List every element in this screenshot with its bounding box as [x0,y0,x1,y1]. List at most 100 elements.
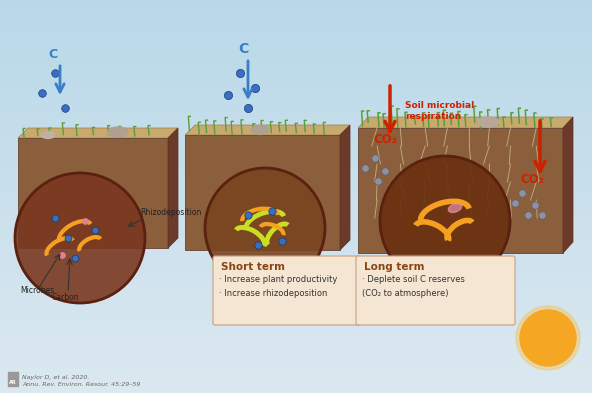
Bar [0,206,592,216]
Text: C: C [48,48,57,61]
Text: · Increase plant productivity: · Increase plant productivity [219,275,337,284]
Bar [0,275,592,285]
Bar [0,59,592,69]
Polygon shape [168,128,178,248]
Point [243,212,253,218]
Text: C: C [238,42,248,56]
Bar [0,69,592,79]
Point [267,208,276,214]
Polygon shape [185,125,350,135]
Point [374,178,383,184]
Text: Long term: Long term [364,262,424,272]
Bar [0,354,592,364]
Point [81,218,90,224]
Text: (CO₂ to atmosphere): (CO₂ to atmosphere) [362,289,449,298]
Bar [0,20,592,29]
Point [538,212,547,218]
Bar [0,138,592,147]
Polygon shape [563,117,573,253]
Circle shape [520,310,576,366]
Bar [0,29,592,39]
Bar [0,128,592,138]
Bar [0,216,592,226]
Polygon shape [185,135,340,250]
Point [277,238,287,244]
FancyBboxPatch shape [356,256,515,325]
Polygon shape [18,128,178,138]
Point [50,70,60,76]
Circle shape [205,168,325,288]
Bar [0,265,592,275]
Bar [0,295,592,305]
Point [70,255,80,261]
Bar [0,187,592,196]
Point [60,105,70,111]
Bar [0,88,592,98]
Text: · Increase rhizodeposition: · Increase rhizodeposition [219,289,327,298]
Bar [0,177,592,187]
Bar [0,0,592,10]
Point [243,105,253,111]
Bar [0,157,592,167]
Bar [0,373,592,383]
Text: CO₂: CO₂ [520,173,544,186]
Ellipse shape [448,204,462,213]
Text: Short term: Short term [221,262,285,272]
Point [517,190,527,196]
Bar [0,10,592,20]
Bar [0,324,592,334]
Bar [0,49,592,59]
Bar [0,383,592,393]
Bar [0,167,592,177]
Text: Annu. Rev. Environ. Resour. 45:29–59: Annu. Rev. Environ. Resour. 45:29–59 [22,382,140,387]
Text: Soil microbial: Soil microbial [405,101,474,110]
Point [235,70,244,76]
Circle shape [380,156,510,286]
Point [370,155,379,161]
Bar [0,196,592,206]
Circle shape [516,306,580,370]
Ellipse shape [41,132,55,138]
Bar [0,255,592,265]
Point [250,85,260,91]
Polygon shape [358,128,563,253]
Bar [0,39,592,49]
Text: · Deplete soil C reserves: · Deplete soil C reserves [362,275,465,284]
Polygon shape [358,117,573,128]
Polygon shape [340,125,350,250]
Bar [0,285,592,295]
Text: AR: AR [9,380,17,385]
Bar [0,364,592,373]
Point [50,215,60,221]
Bar [0,147,592,157]
Polygon shape [18,138,168,248]
FancyBboxPatch shape [213,256,362,325]
Text: CO₂: CO₂ [373,133,397,146]
Ellipse shape [477,117,499,127]
Point [523,212,533,218]
Text: Carbon: Carbon [52,293,80,302]
Bar [0,305,592,314]
Bar [0,236,592,246]
Point [37,90,47,96]
Bar [0,108,592,118]
Point [361,165,370,171]
Point [63,235,73,241]
Bar [0,314,592,324]
Point [90,227,99,233]
Point [510,200,520,206]
Point [530,202,540,208]
Bar [0,118,592,128]
Ellipse shape [251,125,269,134]
Bar [0,344,592,354]
Point [223,92,233,98]
Text: Naylor D, et al. 2020.: Naylor D, et al. 2020. [22,375,89,380]
Point [380,168,390,174]
Bar [8,372,18,386]
Bar [0,334,592,344]
Point [253,242,263,248]
Bar [0,246,592,255]
Text: Microbes: Microbes [20,286,54,295]
Bar [0,226,592,236]
Text: respiration: respiration [405,112,461,121]
